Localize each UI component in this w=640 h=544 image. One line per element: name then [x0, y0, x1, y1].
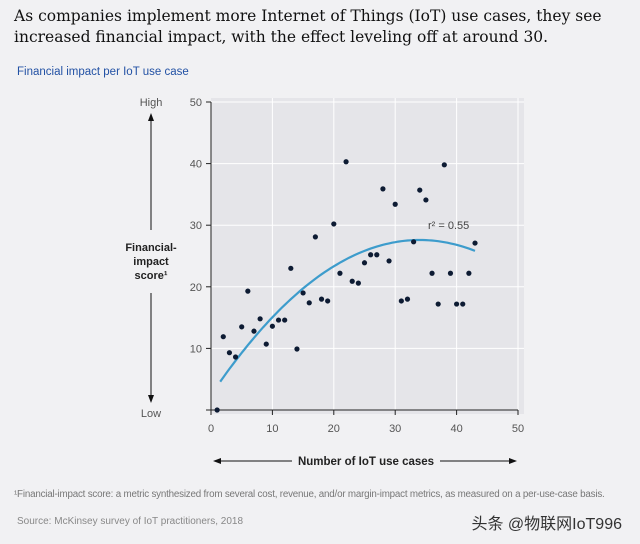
x-tick-label: 50: [512, 423, 524, 435]
y-high-label: High: [140, 97, 163, 109]
x-arrow-right: [440, 458, 517, 464]
data-point: [368, 252, 374, 258]
data-point: [398, 298, 404, 304]
axes: 0 10 20 30 40 50 10 20 30 40 50: [190, 97, 524, 435]
x-tick-label: 40: [450, 423, 462, 435]
data-point: [349, 278, 355, 284]
data-point: [325, 298, 331, 304]
y-tick-label: 20: [190, 282, 202, 294]
data-point: [312, 234, 318, 240]
data-point: [361, 260, 368, 266]
y-tick-label: 40: [190, 159, 202, 171]
data-point: [214, 407, 220, 413]
data-point: [355, 280, 361, 286]
data-point: [386, 258, 392, 264]
data-point: [454, 301, 460, 307]
x-tick-label: 10: [266, 423, 278, 435]
data-point: [441, 162, 447, 168]
data-point: [374, 252, 380, 258]
data-point: [251, 328, 257, 334]
data-point: [232, 354, 239, 360]
y-tick-label: 50: [190, 97, 202, 109]
data-point: [300, 290, 306, 296]
data-point: [282, 317, 288, 323]
x-axis-label: Number of IoT use cases: [298, 456, 434, 468]
y-axis-label-3: score¹: [134, 270, 167, 282]
data-point: [460, 301, 466, 307]
trend-curve: [219, 238, 476, 383]
data-point: [275, 317, 282, 323]
chart-subtitle: Financial impact per IoT use case: [17, 66, 189, 78]
data-point: [245, 288, 251, 294]
footnote: ¹Financial-impact score: a metric synthe…: [14, 489, 605, 500]
chart-title: As companies implement more Internet of …: [14, 7, 602, 46]
data-point: [263, 341, 269, 347]
data-point: [288, 265, 294, 271]
data-point: [423, 197, 429, 203]
data-point: [472, 240, 478, 246]
data-point: [294, 346, 300, 352]
data-point: [331, 221, 337, 227]
grid: [211, 98, 524, 410]
x-tick-label: 20: [328, 423, 340, 435]
data-point: [417, 187, 423, 193]
data-point: [466, 270, 472, 276]
data-point: [447, 270, 454, 276]
data-point: [269, 323, 275, 329]
data-point: [306, 300, 312, 306]
data-point: [337, 270, 343, 276]
x-arrow-left: [213, 458, 292, 464]
y-axis-label-1: Financial-: [125, 242, 177, 254]
data-point: [239, 324, 245, 330]
points: [214, 159, 478, 413]
scatter-chart: 0 10 20 30 40 50 10 20 30 40 50 r² = 0.55 High Low…: [125, 97, 524, 468]
data-point: [226, 350, 233, 356]
y-tick-label: 10: [190, 343, 202, 355]
y-low-label: Low: [141, 408, 161, 420]
data-point: [343, 159, 349, 165]
data-point: [220, 334, 226, 340]
watermark: 头条 @物联网IoT996: [471, 516, 622, 533]
x-tick-label: 30: [389, 423, 401, 435]
x-tick-label: 0: [208, 423, 214, 435]
trendline: [219, 238, 476, 383]
data-point: [411, 239, 417, 245]
data-point: [429, 270, 435, 276]
data-point: [392, 201, 398, 207]
y-tick-label: 30: [190, 220, 202, 232]
data-point: [318, 296, 325, 302]
r-squared-annotation: r² = 0.55: [428, 220, 469, 232]
source-note: Source: McKinsey survey of IoT practitio…: [17, 516, 244, 527]
data-point: [404, 296, 411, 302]
y-arrow-down: [148, 293, 154, 403]
data-point: [380, 186, 386, 192]
y-arrow-up: [148, 113, 154, 230]
data-point: [257, 316, 263, 322]
data-point: [435, 301, 441, 307]
plot-background: [211, 98, 524, 414]
y-axis-label-2: impact: [133, 256, 169, 268]
